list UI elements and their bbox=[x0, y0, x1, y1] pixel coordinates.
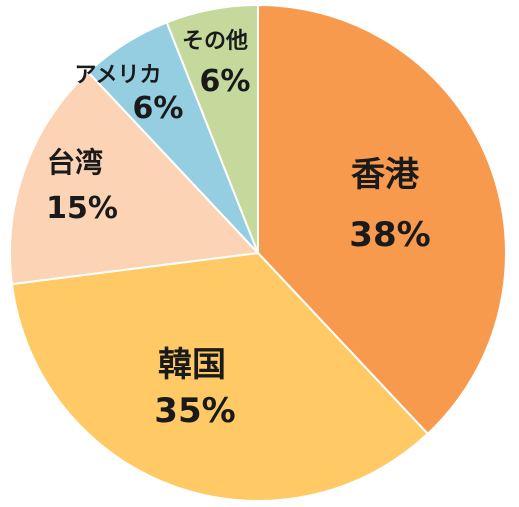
pie-slice-taiwan bbox=[9, 70, 261, 286]
pie-slice-hongkong bbox=[257, 3, 507, 436]
slice-name-taiwan: 台湾 bbox=[47, 146, 103, 179]
slice-pct-other: 6% bbox=[200, 64, 251, 99]
pie-slice-other bbox=[165, 3, 259, 254]
label-other: その他 6% bbox=[182, 29, 250, 99]
label-america: アメリカ 6% bbox=[75, 63, 184, 126]
label-taiwan: 台湾 15% bbox=[46, 146, 118, 226]
pie-slice-korea bbox=[10, 251, 430, 502]
slice-pct-hongkong: 38% bbox=[349, 215, 430, 255]
label-korea: 韓国 35% bbox=[154, 345, 235, 431]
label-hongkong: 香港 38% bbox=[349, 155, 430, 255]
slice-name-america: アメリカ bbox=[75, 63, 162, 88]
slice-name-hongkong: 香港 bbox=[351, 155, 420, 195]
slice-pct-korea: 35% bbox=[154, 391, 235, 431]
slice-name-other: その他 bbox=[182, 29, 248, 54]
slice-pct-taiwan: 15% bbox=[46, 191, 118, 226]
pie-slices bbox=[9, 3, 507, 502]
slice-pct-america: 6% bbox=[133, 91, 184, 126]
slice-name-korea: 韓国 bbox=[158, 345, 226, 385]
